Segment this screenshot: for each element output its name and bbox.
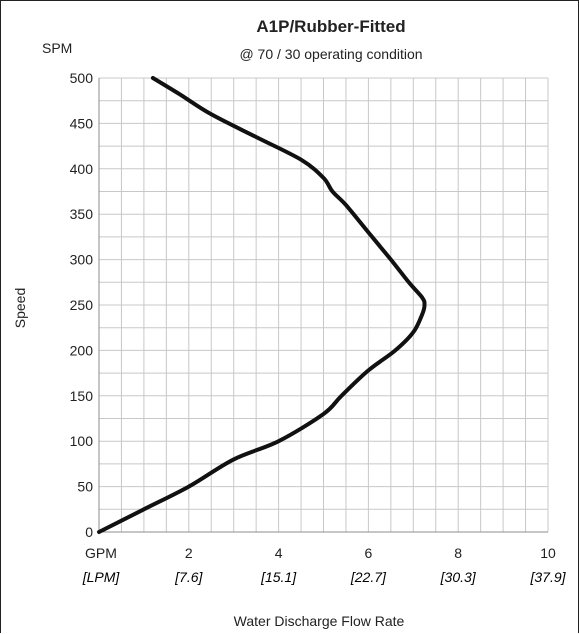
y-tick-label: 200	[70, 342, 94, 358]
x-tick-label: 10	[540, 545, 556, 561]
x-tick-label-secondary: [22.7]	[350, 569, 387, 585]
y-tick-label: 0	[85, 524, 93, 540]
y-tick-label: 100	[70, 433, 94, 449]
y-tick-label: 500	[70, 70, 94, 86]
chart-grid	[98, 77, 549, 533]
chart-axes	[98, 78, 548, 533]
x-tick-label-secondary: [37.9]	[529, 569, 566, 585]
x-tick-label: 8	[454, 545, 462, 561]
y-tick-label: 300	[70, 252, 94, 268]
x-tick-label-secondary: [30.3]	[440, 569, 477, 585]
performance-curve	[97, 76, 427, 534]
x-units-label-secondary: [LPM]	[82, 569, 121, 585]
chart-subtitle: @ 70 / 30 operating condition	[239, 46, 422, 62]
chart-series	[97, 76, 427, 534]
chart-title: A1P/Rubber-Fitted	[256, 17, 405, 36]
y-tick-label: 350	[70, 206, 94, 222]
y-tick-label: 250	[70, 297, 94, 313]
x-tick-label: 2	[185, 545, 193, 561]
x-tick-label-secondary: [15.1]	[260, 569, 297, 585]
y-axis-label: Speed	[12, 288, 28, 328]
y-tick-label: 450	[70, 115, 94, 131]
y-tick-label: 50	[77, 479, 93, 495]
x-tick-label-secondary: [7.6]	[174, 569, 203, 585]
x-tick-label: 4	[275, 545, 283, 561]
y-units-label: SPM	[42, 40, 72, 56]
x-axis-label: Water Discharge Flow Rate	[234, 613, 405, 629]
y-tick-label: 150	[70, 388, 94, 404]
y-tick-label: 400	[70, 161, 94, 177]
chart-ticks: 0 50 100 150 200 250 300 350 400 450 500 2 [7.6] 4 [15…	[70, 70, 567, 585]
x-tick-label: 6	[365, 545, 373, 561]
x-units-label: GPM	[85, 545, 117, 561]
